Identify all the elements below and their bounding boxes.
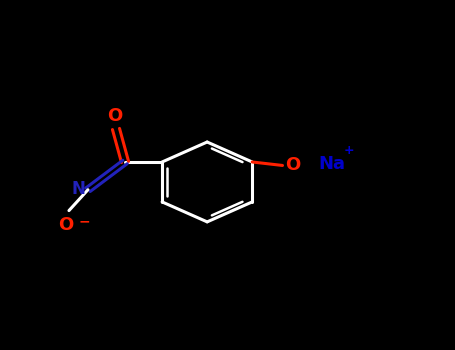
Text: O: O <box>59 216 74 234</box>
Text: O: O <box>107 107 123 125</box>
Text: N: N <box>72 180 86 198</box>
Text: O: O <box>285 156 300 174</box>
Text: +: + <box>344 145 354 158</box>
Text: Na: Na <box>318 155 346 173</box>
Text: −: − <box>79 215 91 229</box>
